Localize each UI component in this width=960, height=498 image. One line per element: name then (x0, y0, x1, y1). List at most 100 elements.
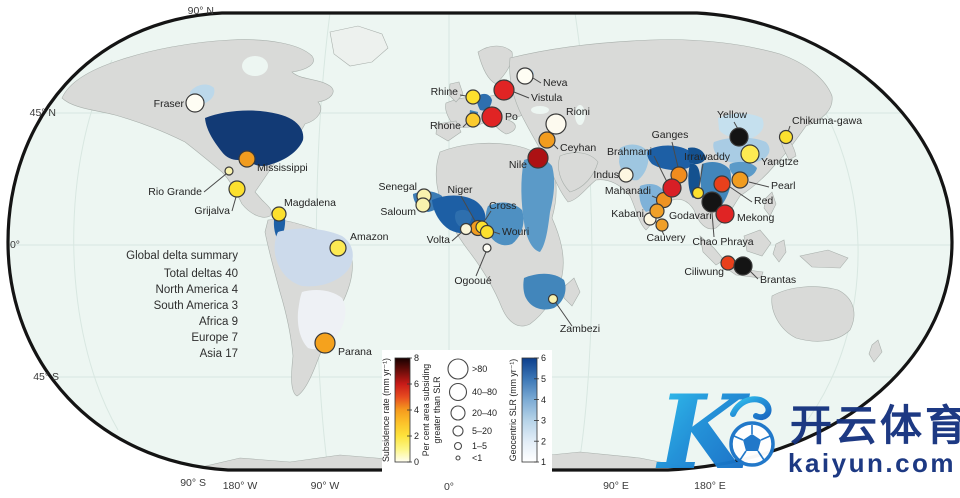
delta-label-chikuma-gawa: Chikuma-gawa (792, 115, 862, 127)
area-class-label-3: 5–20 (472, 426, 492, 436)
graticule-label-lon-180e: 180° E (694, 480, 726, 492)
delta-label-mahanadi: Mahanadi (605, 185, 651, 197)
delta-label-rio-grande: Rio Grande (148, 186, 202, 198)
landmass-sumatra (699, 235, 725, 266)
area-class-label-1: 40–80 (472, 387, 497, 397)
graticule-labels-layer: 90° N 45° N 0° 45° S 90° S 180° W 90° W 0° 90° E… (10, 5, 726, 493)
black-sea (531, 106, 549, 114)
basin-brahmaputra (688, 147, 706, 165)
delta-marker-brantas (733, 256, 753, 276)
delta-marker-grijalva (228, 180, 246, 198)
delta-label-ceyhan: Ceyhan (560, 142, 596, 154)
delta-label-neva: Neva (543, 77, 568, 89)
delta-marker-chikuma-gawa (778, 129, 794, 145)
basin-east-india (639, 184, 664, 212)
landmass-madagascar (563, 277, 581, 307)
delta-marker-zambezi (547, 293, 559, 305)
delta-label-fraser: Fraser (154, 98, 185, 110)
delta-label-godavari: Godavari (669, 210, 712, 222)
delta-marker-red (713, 175, 731, 193)
watermark-domain-text: kaiyun.com (788, 448, 956, 478)
watermark: K 开云体育 kaiyun.com (655, 373, 960, 493)
graticule-label-lat-0: 0° (10, 239, 20, 251)
delta-label-yangtze: Yangtze (761, 156, 799, 168)
slr-colorbar-title: Geocentric SLR (mm yr⁻¹) (508, 359, 518, 461)
delta-marker-irrawaddy (691, 186, 705, 200)
delta-leader-chao-phraya (711, 212, 715, 238)
delta-label-po: Po (505, 111, 518, 123)
basin-rhine (476, 93, 492, 111)
basin-yellow (718, 113, 764, 139)
delta-label-cauvery: Cauvery (646, 232, 686, 244)
landmass-philippines (763, 191, 777, 217)
area-class-label-0: >80 (472, 364, 487, 374)
basin-chad (485, 202, 524, 246)
delta-label-amazon: Amazon (350, 231, 389, 243)
delta-label-irrawaddy: Irrawaddy (684, 151, 731, 163)
delta-leader-vistula (513, 91, 530, 99)
graticule-label-lat-90n: 90° N (188, 5, 214, 17)
subsidence-tick-label-2: 2 (414, 431, 419, 441)
summary-line-2: South America 3 (154, 300, 238, 312)
delta-label-volta: Volta (427, 234, 451, 246)
delta-marker-rhine (465, 89, 481, 105)
delta-leader-grijalva (231, 196, 237, 212)
delta-label-magdalena: Magdalena (284, 197, 336, 209)
delta-label-nile: Nile (509, 159, 527, 171)
slr-tick-label-4: 4 (541, 395, 546, 405)
slr-tick-label-3: 3 (541, 416, 546, 426)
slr-tick-label-2: 2 (541, 436, 546, 446)
delta-leader-rhine (459, 94, 467, 97)
area-class-label-2: 20–40 (472, 408, 497, 418)
landmass-new-zealand (868, 339, 883, 363)
delta-label-indus: Indus (593, 169, 619, 181)
delta-marker-rio-grande (224, 166, 234, 176)
hudson-bay (242, 56, 268, 76)
delta-label-rioni: Rioni (566, 106, 590, 118)
delta-marker-yellow (729, 127, 749, 147)
delta-leader-niger (460, 195, 476, 222)
summary-line-0: Total deltas 40 (164, 268, 238, 280)
delta-marker-parana (314, 332, 336, 354)
watermark-brand-text: 开云体育 (790, 402, 960, 449)
basin-nile (521, 158, 555, 252)
delta-label-rhine: Rhine (431, 86, 459, 98)
graticule-label-lon-0: 0° (444, 481, 454, 493)
basin-parana (297, 290, 346, 350)
delta-label-vistula: Vistula (531, 92, 562, 104)
summary-line-5: Asia 17 (200, 348, 238, 360)
soccer-ball-icon (729, 421, 775, 467)
delta-leader-ganges (671, 141, 679, 168)
delta-label-ciliwung: Ciliwung (684, 266, 724, 278)
delta-label-wouri: Wouri (502, 226, 529, 238)
delta-label-red: Red (754, 195, 773, 207)
area-class-circle-0 (447, 358, 469, 380)
area-class-circle-1 (448, 382, 468, 402)
delta-label-brahmani: Brahmani (607, 146, 652, 158)
delta-marker-nile (527, 147, 549, 169)
basin-ganges (647, 145, 693, 171)
delta-label-ganges: Ganges (652, 129, 689, 141)
landmass-greenland (329, 25, 389, 67)
delta-marker-rioni (545, 113, 567, 135)
slr-tick-label-1: 1 (541, 457, 546, 467)
landmass-sulawesi (772, 239, 787, 263)
delta-leader-red (729, 186, 753, 203)
delta-label-pearl: Pearl (771, 180, 796, 192)
delta-marker-pearl (731, 171, 749, 189)
delta-marker-rhone (465, 112, 481, 128)
delta-marker-volta (459, 222, 473, 236)
delta-marker-magdalena (271, 206, 287, 222)
area-class-label-5: <1 (472, 453, 482, 463)
legend: 0 2 4 6 8 Subsidence rate (mm yr⁻¹) >80 40–80… (381, 350, 552, 472)
map-outline (6, 11, 954, 472)
delta-marker-fraser (185, 93, 205, 113)
delta-label-mississippi: Mississippi (257, 162, 308, 174)
delta-leader-cross (483, 210, 492, 223)
graticule-label-lat-45s: 45° S (33, 371, 59, 383)
global-delta-summary: Global delta summary Total deltas 40 Nort… (126, 250, 238, 360)
slr-colorbar (521, 357, 538, 463)
subsidence-tick-label-8: 8 (414, 353, 419, 363)
delta-marker-saloum (415, 197, 431, 213)
